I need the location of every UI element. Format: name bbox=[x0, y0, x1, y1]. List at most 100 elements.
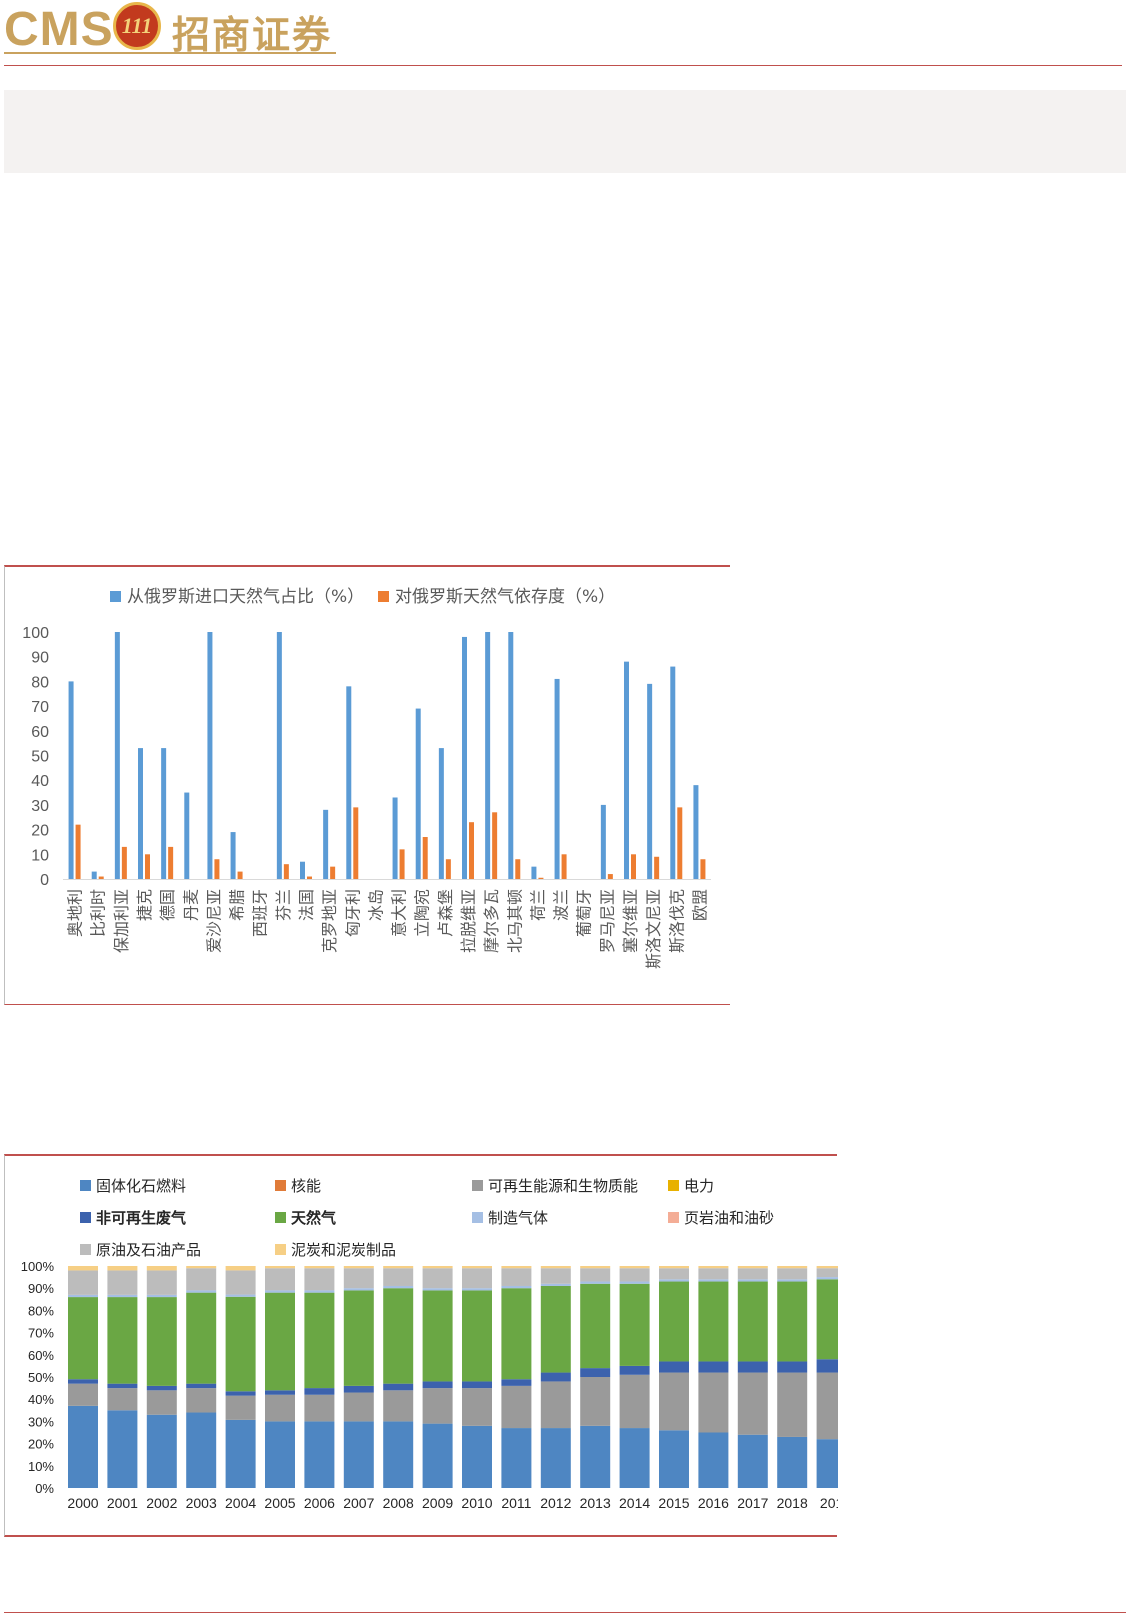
stacked-bar-segment bbox=[343, 1421, 374, 1488]
stacked-bar-segment bbox=[619, 1374, 650, 1429]
bar bbox=[307, 876, 312, 879]
stacked-bar-segment bbox=[304, 1292, 335, 1389]
bar bbox=[161, 748, 167, 879]
stacked-bar-segment bbox=[343, 1266, 374, 1269]
x-tick-label: 2017 bbox=[737, 1495, 768, 1511]
stacked-bar-segment bbox=[816, 1277, 838, 1280]
stacked-bar-segment bbox=[698, 1279, 729, 1282]
x-tick-label: 2008 bbox=[383, 1495, 414, 1511]
footer-divider bbox=[4, 1612, 1126, 1613]
x-tick-label: 波兰 bbox=[552, 889, 571, 921]
bar bbox=[677, 807, 683, 879]
stacked-bar-segment bbox=[737, 1361, 768, 1373]
stacked-bar-segment bbox=[422, 1388, 453, 1424]
stacked-bar-segment bbox=[659, 1430, 689, 1488]
legend-label: 可再生能源和生物质能 bbox=[488, 1177, 638, 1195]
stacked-bar-segment bbox=[462, 1381, 492, 1389]
bar bbox=[392, 797, 398, 879]
x-tick-label: 2009 bbox=[422, 1495, 453, 1511]
bar bbox=[624, 661, 629, 879]
stacked-bar-segment bbox=[540, 1285, 571, 1373]
y-tick-label: 50 bbox=[31, 749, 49, 766]
stacked-bar-segment bbox=[383, 1390, 414, 1422]
bar bbox=[145, 854, 150, 879]
stacked-bar-segment bbox=[146, 1390, 177, 1415]
stacked-bar-segment bbox=[777, 1266, 808, 1269]
stacked-bar-segment bbox=[343, 1288, 374, 1291]
bar bbox=[230, 832, 236, 879]
bar bbox=[68, 681, 74, 879]
stacked-bar-segment bbox=[68, 1383, 98, 1406]
stacked-bar-segment bbox=[698, 1266, 729, 1269]
stacked-bar-segment bbox=[422, 1423, 453, 1488]
bar bbox=[214, 859, 220, 879]
stacked-bar-segment bbox=[107, 1297, 138, 1384]
stacked-bar-segment bbox=[68, 1270, 98, 1295]
stacked-bar-segment bbox=[343, 1385, 374, 1393]
stacked-bar-segment bbox=[146, 1270, 177, 1295]
stacked-bar-segment bbox=[422, 1381, 453, 1389]
bar bbox=[415, 708, 421, 879]
stacked-bar-segment bbox=[816, 1439, 838, 1488]
stacked-bar-segment bbox=[580, 1281, 611, 1284]
bar bbox=[600, 804, 606, 879]
chart-russia-gas-import-svg: 从俄罗斯进口天然气占比（%） 对俄罗斯天然气依存度（%） 0 10 20 30 40 50 60… bbox=[22, 587, 711, 969]
legend-swatch bbox=[275, 1244, 286, 1255]
stacked-bar-segment bbox=[540, 1381, 571, 1429]
x-tick-label: 爱沙尼亚 bbox=[204, 889, 223, 953]
x-tick-label: 201 bbox=[820, 1495, 838, 1511]
x-tick-label: 2007 bbox=[343, 1495, 374, 1511]
stacked-bar-segment bbox=[462, 1288, 492, 1291]
x-tick-label: 保加利亚 bbox=[112, 889, 131, 953]
stacked-bar-segment bbox=[225, 1391, 256, 1396]
bar bbox=[554, 678, 560, 879]
bar bbox=[700, 859, 706, 879]
x-tick-label: 比利时 bbox=[89, 889, 108, 937]
stacked-bar-segment bbox=[580, 1425, 611, 1488]
stacked-bar-segment bbox=[698, 1432, 729, 1488]
stacked-bar-segment bbox=[383, 1268, 414, 1286]
stacked-bar-segment bbox=[265, 1266, 295, 1269]
stacked-bar-segment bbox=[146, 1266, 177, 1271]
stacked-bar-segment bbox=[816, 1279, 838, 1360]
stacked-bar-segment bbox=[186, 1266, 217, 1269]
stacked-bar-segment bbox=[225, 1266, 256, 1271]
stacked-bar-segment bbox=[422, 1268, 453, 1289]
x-tick-label: 德国 bbox=[158, 889, 177, 921]
stacked-bar-segment bbox=[304, 1266, 335, 1269]
y-tick-label: 0 bbox=[40, 872, 49, 889]
legend-label: 电力 bbox=[684, 1177, 714, 1195]
header: CMS 111 招商证券 bbox=[0, 0, 1130, 66]
bar bbox=[654, 856, 660, 879]
stacked-bar-segment bbox=[659, 1361, 689, 1373]
x-tick-label: 2004 bbox=[225, 1495, 256, 1511]
x-tick-label: 2015 bbox=[658, 1495, 689, 1511]
x-tick-label: 奥地利 bbox=[66, 889, 85, 937]
bar bbox=[469, 822, 474, 879]
stacked-bar-segment bbox=[580, 1377, 611, 1426]
x-tick-label: 2016 bbox=[698, 1495, 729, 1511]
stacked-bar-segment bbox=[343, 1268, 374, 1289]
stacked-bar-segment bbox=[619, 1283, 650, 1366]
legend-label: 从俄罗斯进口天然气占比（%） bbox=[127, 587, 364, 607]
stacked-bar-segment bbox=[619, 1266, 650, 1269]
bar bbox=[121, 846, 127, 879]
y-tick-label: 50% bbox=[28, 1370, 54, 1385]
stacked-bar-segment bbox=[304, 1394, 335, 1422]
stacked-bar-segment bbox=[698, 1361, 729, 1373]
header-divider bbox=[4, 65, 1122, 66]
bar bbox=[399, 849, 405, 879]
bar bbox=[631, 854, 636, 879]
x-tick-label: 斯洛文尼亚 bbox=[644, 889, 663, 969]
stacked-bar-segment bbox=[304, 1268, 335, 1291]
bar bbox=[647, 683, 653, 879]
stacked-bar-segment bbox=[659, 1279, 689, 1282]
stacked-bar-segment bbox=[68, 1294, 98, 1298]
x-tick-label: 2003 bbox=[186, 1495, 217, 1511]
stacked-bar-segment bbox=[343, 1392, 374, 1422]
legend-label: 天然气 bbox=[291, 1209, 336, 1227]
x-tick-label: 荷兰 bbox=[528, 889, 547, 921]
bar bbox=[98, 876, 104, 879]
legend-swatch bbox=[80, 1212, 91, 1223]
